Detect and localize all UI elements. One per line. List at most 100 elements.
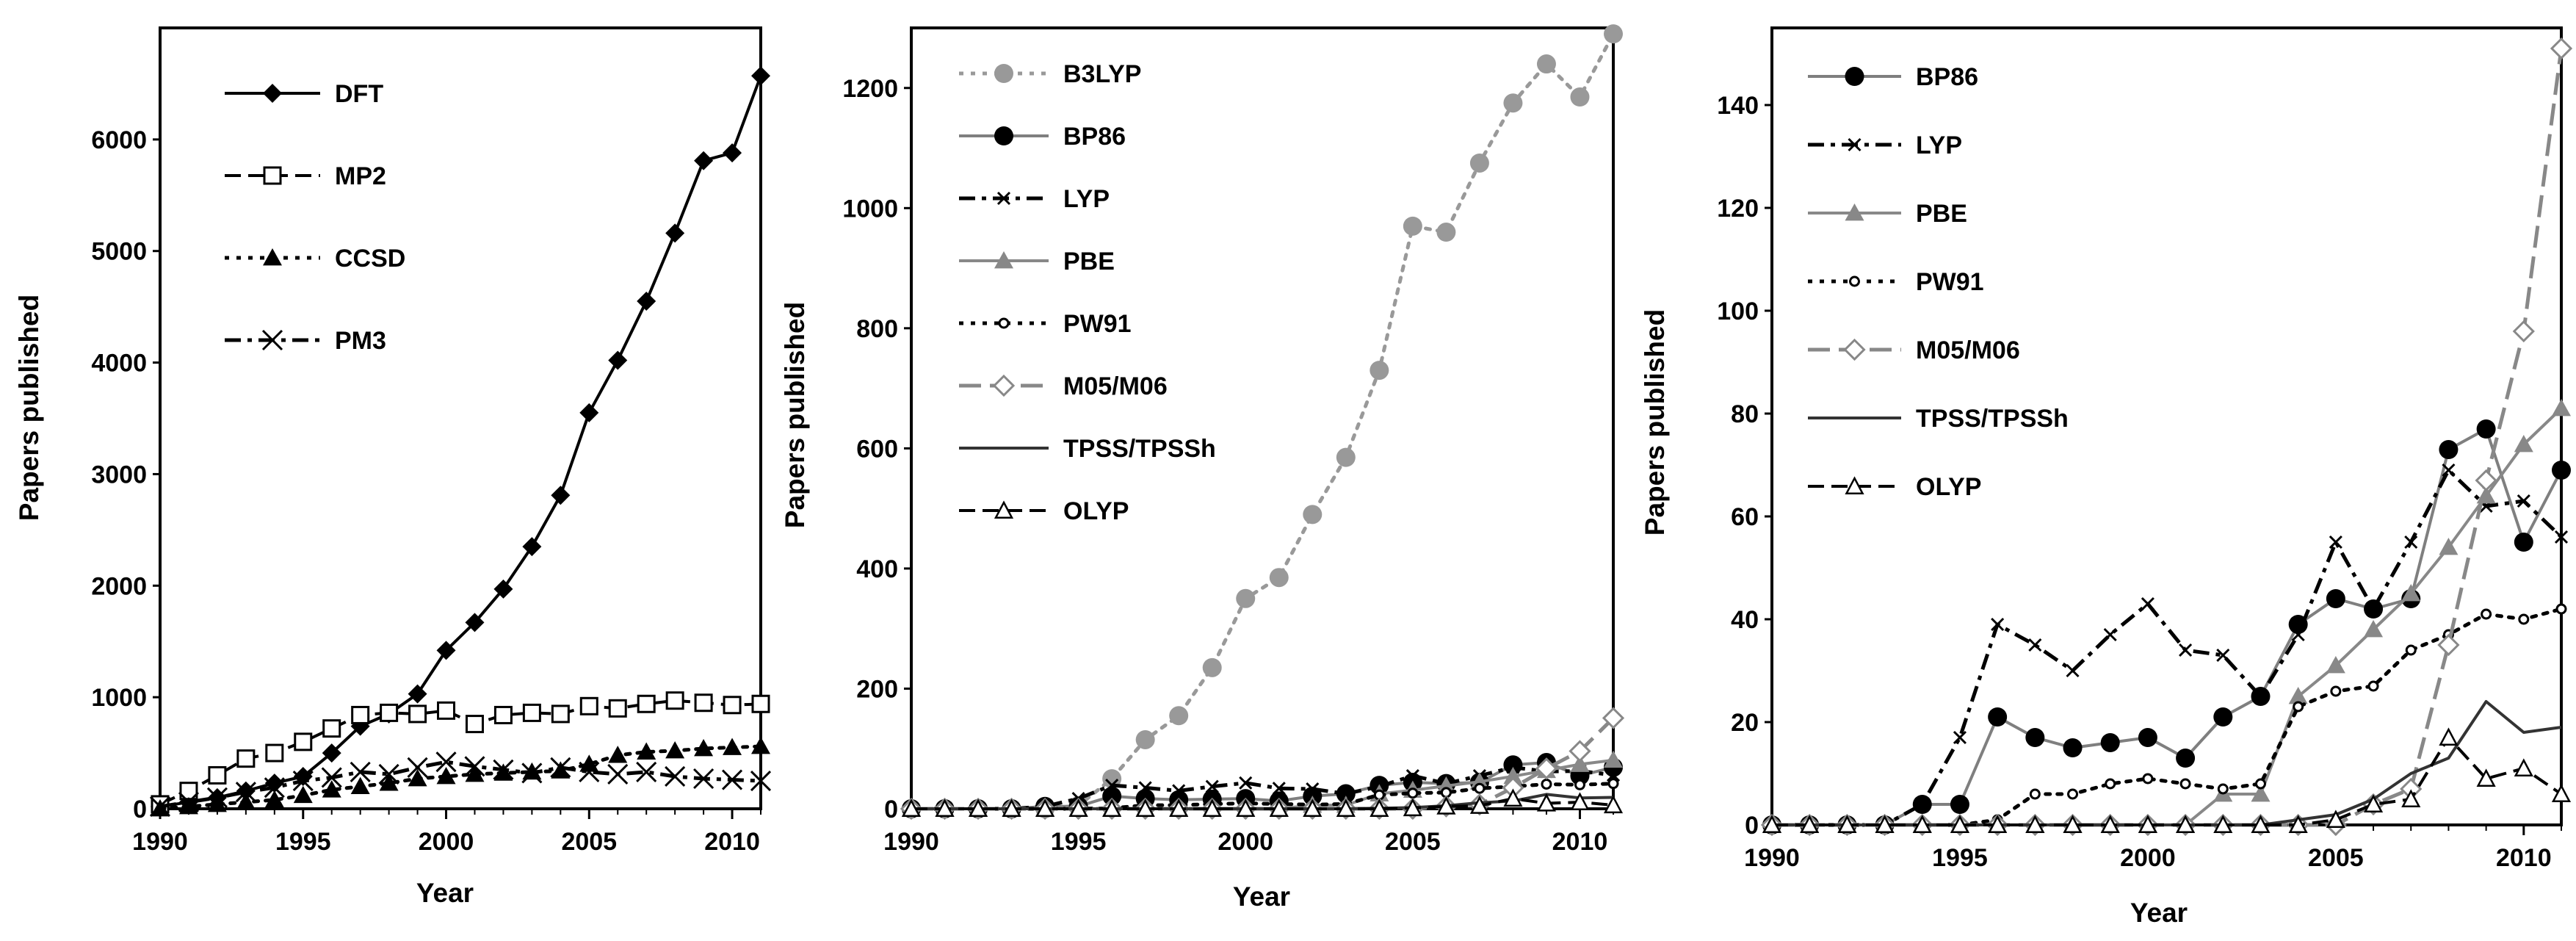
data-point-b3lyp bbox=[1303, 505, 1323, 524]
data-point-olyp bbox=[1202, 798, 1222, 817]
data-point-pm3 bbox=[350, 761, 371, 782]
data-point-dft bbox=[637, 292, 656, 311]
data-point-olyp bbox=[1035, 798, 1055, 817]
data-point-pw91 bbox=[2330, 685, 2342, 697]
series-pbe bbox=[1762, 399, 2571, 833]
series-line-pm3 bbox=[159, 760, 761, 809]
y-tick-label: 100 bbox=[1717, 298, 1759, 325]
data-point-mp2 bbox=[579, 696, 598, 715]
series-bp86 bbox=[1762, 419, 2571, 834]
legend-label-ccsd: CCSD bbox=[335, 245, 405, 273]
series-mp2 bbox=[151, 691, 770, 814]
data-point-mp2 bbox=[380, 703, 399, 722]
data-point-olyp bbox=[1800, 815, 1820, 833]
data-point-ccsd bbox=[436, 766, 456, 785]
series-line-olyp bbox=[1772, 736, 2563, 826]
data-point-olyp bbox=[2100, 815, 2120, 833]
data-point-bp86 bbox=[1988, 707, 2008, 727]
data-point-mp2 bbox=[294, 732, 313, 751]
data-point-olyp bbox=[1068, 798, 1088, 817]
data-point-pw91 bbox=[1407, 787, 1419, 799]
data-point-b3lyp bbox=[1336, 447, 1356, 467]
legend-label-b3lyp: B3LYP bbox=[1063, 60, 1141, 88]
data-point-pm3 bbox=[579, 761, 600, 782]
data-point-pm3 bbox=[178, 791, 200, 812]
data-point-m05-m06 bbox=[1569, 740, 1591, 762]
x-tick-label: 2005 bbox=[1385, 828, 1441, 856]
data-point-olyp bbox=[2439, 727, 2459, 746]
legend-marker-bp86 bbox=[1845, 67, 1864, 86]
legend-marker-pw91 bbox=[1849, 275, 1860, 287]
y-tick-label: 400 bbox=[856, 555, 898, 583]
y-tick-label: 1000 bbox=[91, 684, 147, 712]
data-point-dft bbox=[665, 223, 685, 243]
data-point-olyp bbox=[1762, 815, 1782, 833]
data-point-ccsd bbox=[322, 780, 341, 798]
data-point-lyp bbox=[1172, 784, 1186, 798]
data-point-pm3 bbox=[149, 796, 171, 818]
series-line-lyp bbox=[1772, 468, 2563, 827]
data-point-olyp bbox=[1002, 798, 1021, 817]
data-point-pbe bbox=[1604, 750, 1623, 768]
data-point-dft bbox=[436, 641, 456, 660]
data-point-lyp bbox=[2028, 638, 2042, 652]
legend-marker-pbe bbox=[1845, 203, 1864, 221]
legend-label-m05-m06: M05/M06 bbox=[1916, 336, 2020, 364]
data-point-b3lyp bbox=[1202, 657, 1222, 677]
y-tick-label: 120 bbox=[1717, 195, 1759, 223]
series-ccsd bbox=[151, 736, 770, 817]
data-point-pm3 bbox=[636, 761, 657, 782]
data-point-ccsd bbox=[694, 738, 714, 757]
x-tick-label: 2000 bbox=[419, 828, 474, 856]
data-point-dft bbox=[608, 350, 628, 370]
legend-label-tpss-tpssh: TPSS/TPSSh bbox=[1063, 435, 1216, 463]
data-point-dft bbox=[579, 403, 599, 422]
data-point-b3lyp bbox=[1102, 769, 1122, 789]
data-point-lyp bbox=[1991, 617, 2005, 632]
data-point-bp86 bbox=[2326, 589, 2345, 608]
y-tick-label: 1000 bbox=[842, 195, 898, 223]
data-point-pm3 bbox=[264, 777, 285, 798]
chart-panel-3: 0 20 40 60 80 100 120 140 1990 1995 2000 2005 2010 Ye… bbox=[1640, 26, 2573, 928]
data-point-lyp bbox=[2103, 627, 2117, 642]
data-point-dft bbox=[408, 684, 427, 704]
data-point-bp86 bbox=[2514, 533, 2533, 552]
y-tick-label: 200 bbox=[856, 675, 898, 703]
data-point-lyp bbox=[2141, 596, 2154, 611]
data-point-olyp bbox=[1269, 798, 1289, 817]
data-point-pw91 bbox=[1474, 782, 1486, 794]
data-point-pw91 bbox=[1607, 778, 1619, 790]
y-tick-label: 40 bbox=[1731, 606, 1759, 634]
y-tick-label: 0 bbox=[1745, 812, 1759, 840]
data-point-pm3 bbox=[750, 770, 772, 792]
data-point-dft bbox=[694, 151, 714, 170]
data-point-mp2 bbox=[522, 703, 541, 722]
legend-label-mp2: MP2 bbox=[335, 162, 386, 190]
data-point-pbe bbox=[2364, 620, 2384, 638]
data-point-olyp bbox=[2138, 815, 2157, 833]
series-b3lyp bbox=[902, 24, 1623, 818]
plot-frame bbox=[159, 26, 762, 810]
data-point-pbe bbox=[2439, 538, 2459, 555]
data-point-pw91 bbox=[1574, 779, 1585, 790]
data-point-pbe bbox=[1436, 776, 1456, 794]
data-point-olyp bbox=[1102, 798, 1122, 817]
data-point-lyp bbox=[2404, 535, 2418, 549]
data-point-olyp bbox=[1837, 815, 1857, 833]
data-point-mp2 bbox=[751, 694, 770, 713]
data-point-olyp bbox=[1303, 798, 1323, 817]
legend-label-pbe: PBE bbox=[1063, 248, 1115, 275]
legend-label-bp86: BP86 bbox=[1063, 123, 1126, 151]
y-tick-label: 0 bbox=[884, 796, 898, 823]
legend-marker-m05-m06 bbox=[992, 374, 1016, 397]
legend-label-pbe: PBE bbox=[1916, 200, 1967, 228]
data-point-olyp bbox=[2176, 815, 2196, 833]
data-point-lyp bbox=[2254, 689, 2268, 704]
y-axis-label: Papers published bbox=[780, 302, 810, 528]
data-point-b3lyp bbox=[1604, 24, 1623, 44]
data-point-pw91 bbox=[2105, 778, 2116, 790]
x-tick-label: 2005 bbox=[561, 828, 617, 856]
chart-panel-1: 0 1000 2000 3000 4000 5000 6000 1990 1995 2000 200… bbox=[14, 26, 772, 908]
data-point-olyp bbox=[1135, 798, 1155, 817]
legend-label-dft: DFT bbox=[335, 80, 383, 108]
